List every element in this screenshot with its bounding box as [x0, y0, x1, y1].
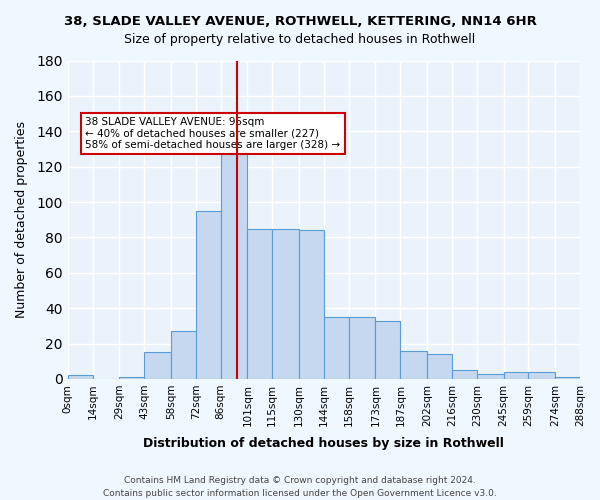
- Bar: [555, 377, 580, 379]
- Bar: [196, 211, 221, 379]
- Bar: [221, 117, 247, 379]
- Bar: [119, 377, 144, 379]
- Text: Contains public sector information licensed under the Open Government Licence v3: Contains public sector information licen…: [103, 488, 497, 498]
- Bar: [427, 354, 452, 379]
- Bar: [477, 374, 503, 379]
- Bar: [376, 320, 400, 379]
- Bar: [272, 228, 299, 379]
- Bar: [349, 317, 376, 379]
- X-axis label: Distribution of detached houses by size in Rothwell: Distribution of detached houses by size …: [143, 437, 504, 450]
- Bar: [324, 317, 349, 379]
- Text: Contains HM Land Registry data © Crown copyright and database right 2024.: Contains HM Land Registry data © Crown c…: [124, 476, 476, 485]
- Bar: [68, 376, 92, 379]
- Bar: [452, 370, 477, 379]
- Bar: [247, 228, 272, 379]
- Bar: [171, 331, 196, 379]
- Bar: [144, 352, 171, 379]
- Text: 38 SLADE VALLEY AVENUE: 95sqm
← 40% of detached houses are smaller (227)
58% of : 38 SLADE VALLEY AVENUE: 95sqm ← 40% of d…: [85, 117, 341, 150]
- Bar: [503, 372, 529, 379]
- Text: Size of property relative to detached houses in Rothwell: Size of property relative to detached ho…: [124, 32, 476, 46]
- Bar: [299, 230, 324, 379]
- Bar: [400, 350, 427, 379]
- Y-axis label: Number of detached properties: Number of detached properties: [15, 121, 28, 318]
- Text: 38, SLADE VALLEY AVENUE, ROTHWELL, KETTERING, NN14 6HR: 38, SLADE VALLEY AVENUE, ROTHWELL, KETTE…: [64, 15, 536, 28]
- Bar: [529, 372, 555, 379]
